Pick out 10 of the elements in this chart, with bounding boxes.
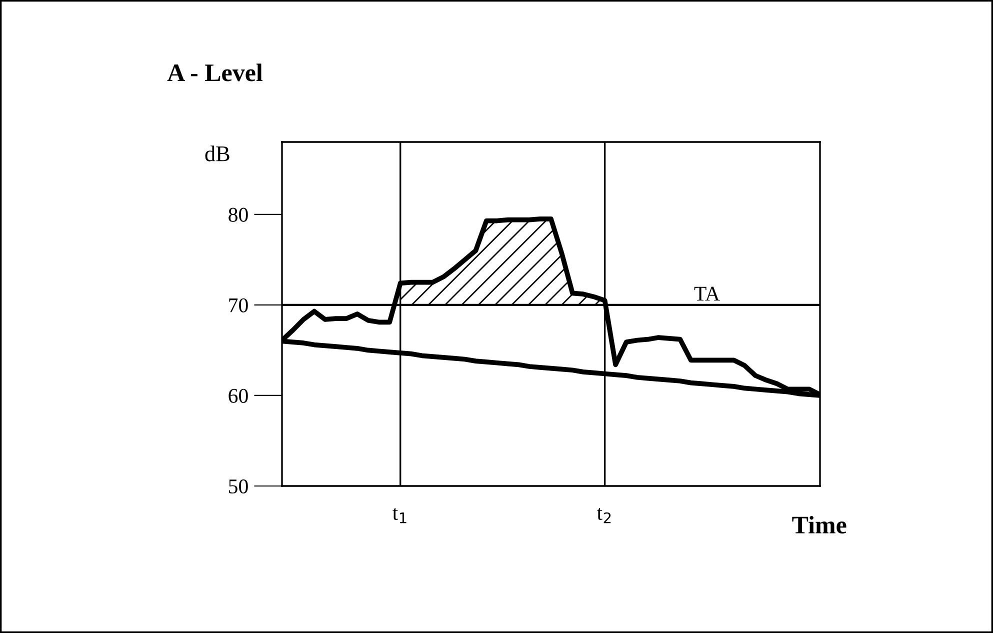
ref-line-label: TA [694, 286, 720, 301]
chart-title: A - Level [167, 64, 262, 82]
y-tick-label: 80 [228, 208, 248, 222]
y-axis-title: dB [205, 146, 230, 162]
y-tick-label: 70 [229, 298, 248, 312]
x-tick-label: t$_{2}$ [596, 508, 611, 524]
x-tick-label: t$_{1}$ [392, 508, 406, 524]
x-axis-title: Time [792, 516, 846, 534]
y-tick-label: 50 [229, 479, 248, 494]
y-tick-label: 60 [228, 388, 248, 403]
